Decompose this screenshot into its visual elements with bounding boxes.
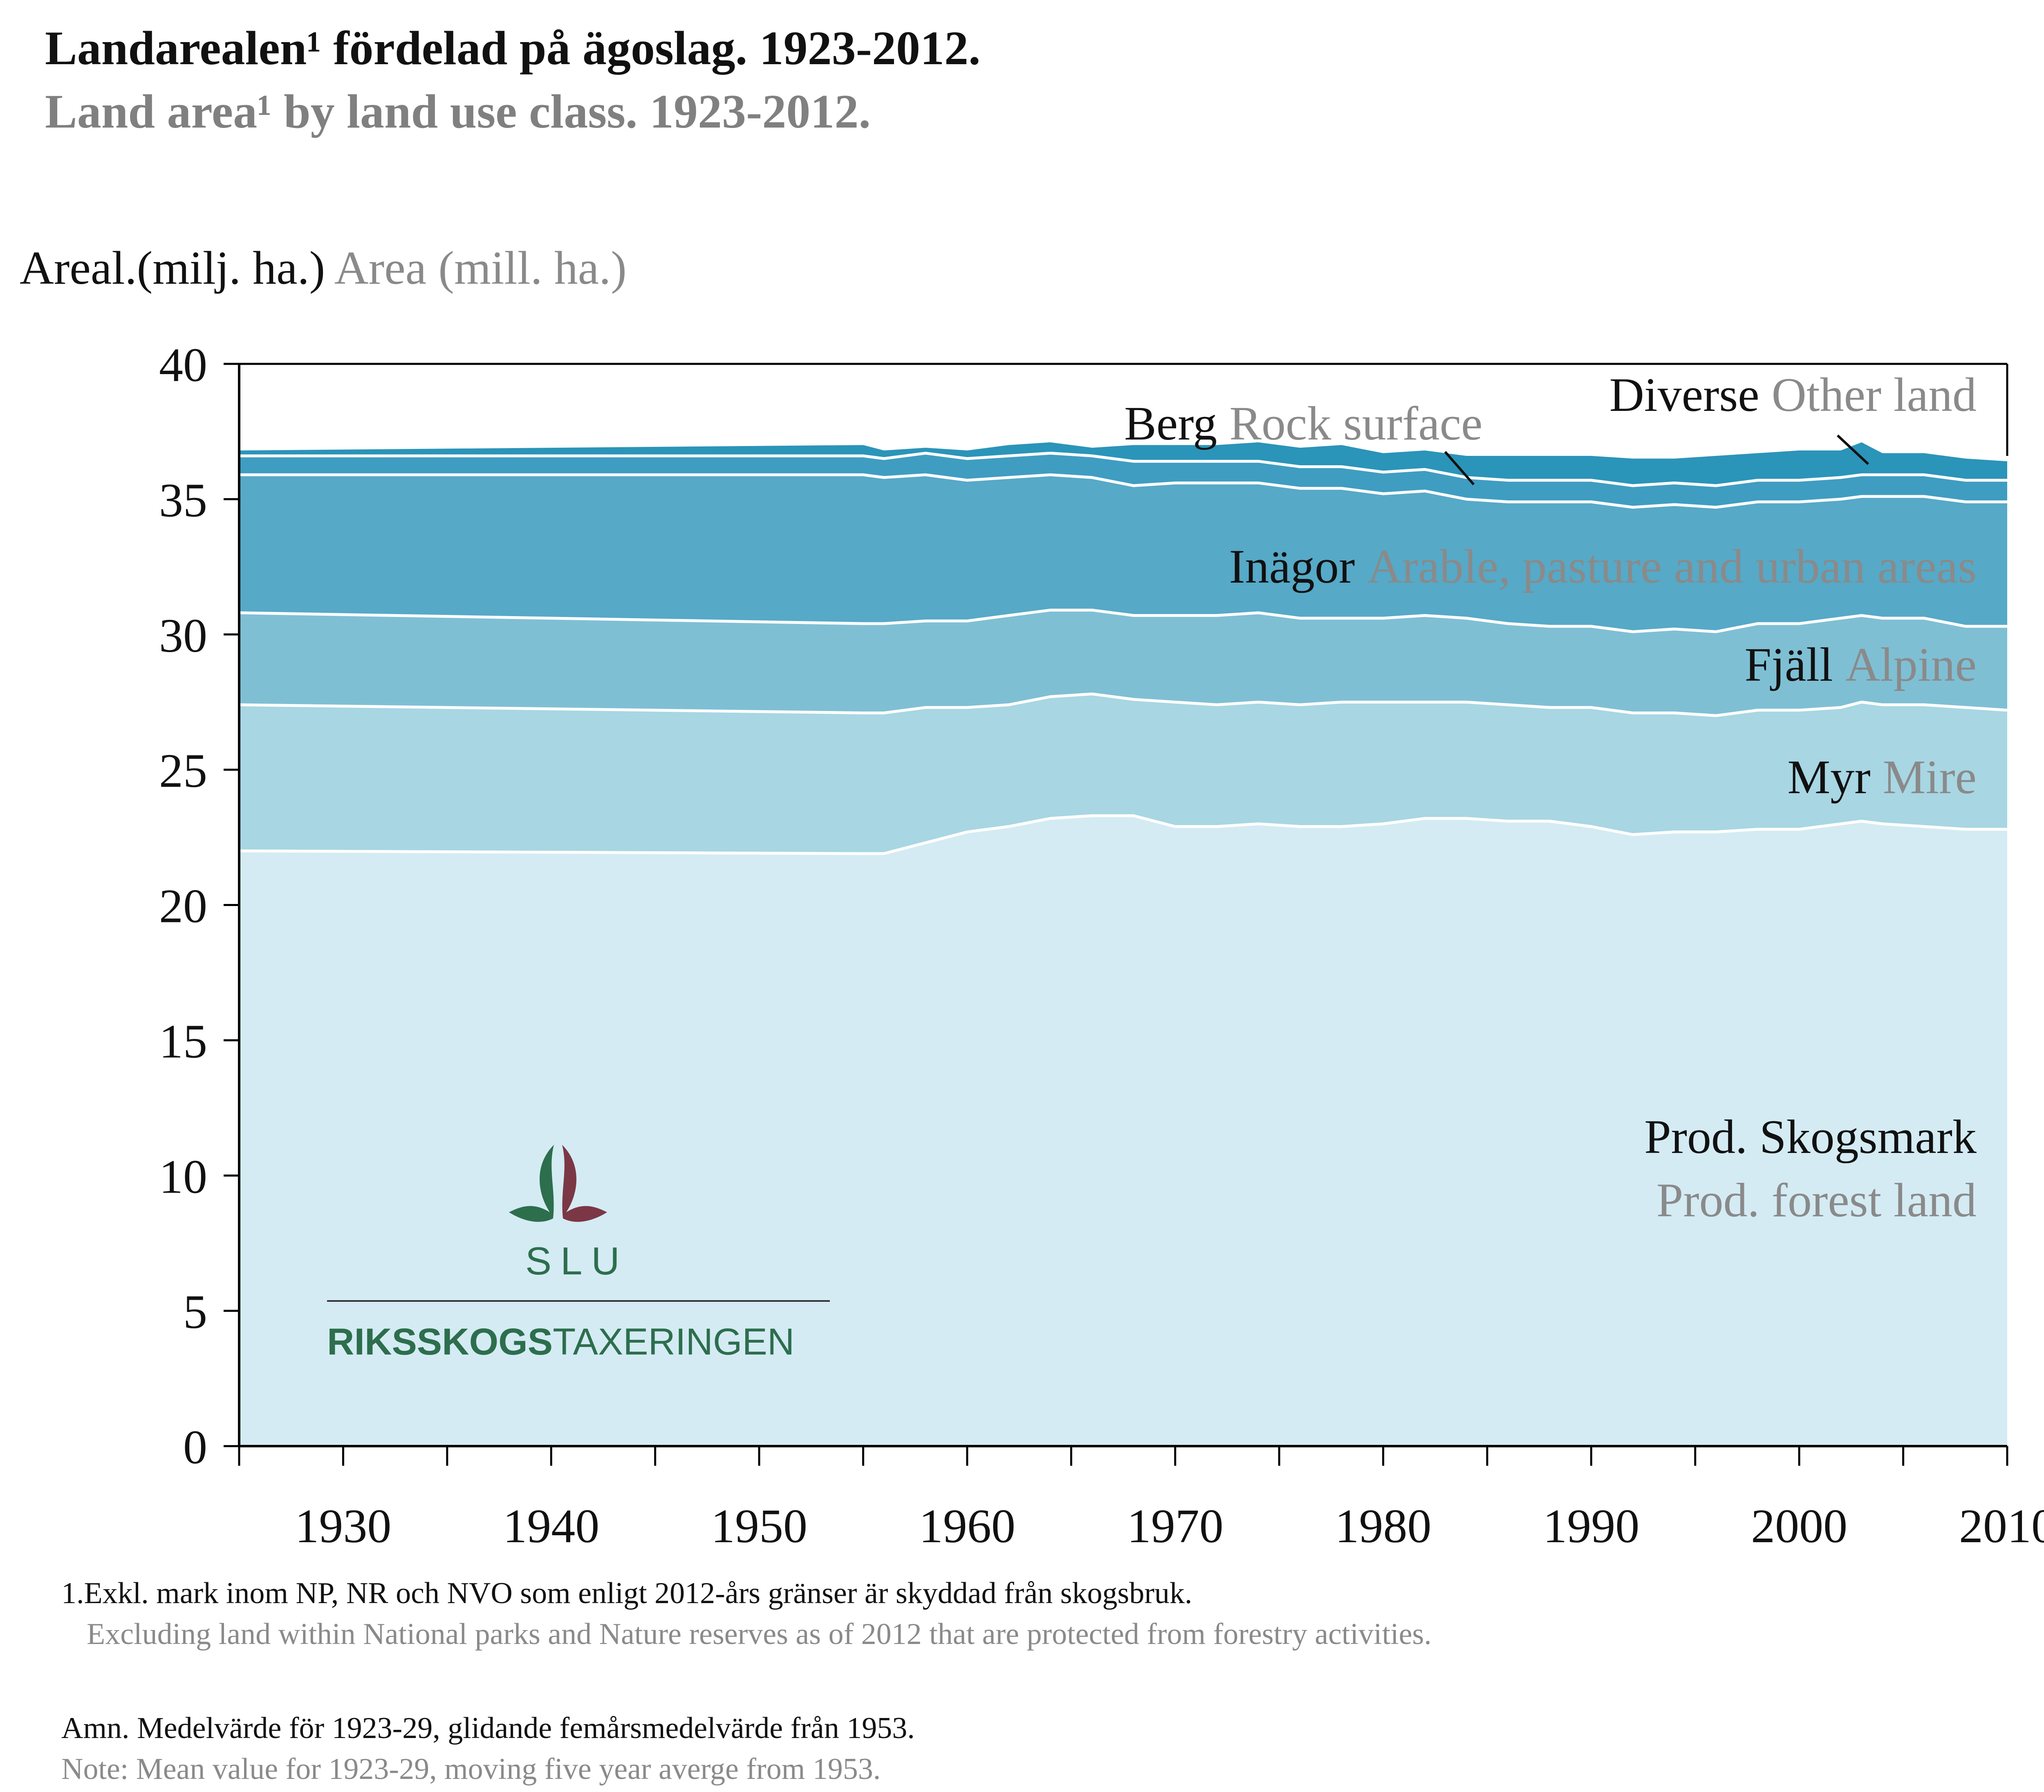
y-axis-unit-label: Areal.(milj. ha.) Area (mill. ha.) (20, 241, 627, 296)
y-tick-label: 5 (183, 1285, 207, 1339)
logo-name-regular: TAXERINGEN (553, 1321, 795, 1363)
boundary-rock (239, 451, 2007, 487)
boundary-alpine (239, 608, 2007, 633)
label-arable-en: Arable, pasture and urban areas (1367, 540, 1977, 593)
area-alpine (239, 610, 2007, 716)
label-mire-en: Mire (1883, 750, 1977, 804)
label-alpine: Fjäll Alpine (1744, 638, 1977, 691)
x-tick-label: 1970 (1127, 1499, 1224, 1553)
area-arable (239, 475, 2007, 632)
label-rock-sv: Berg (1124, 397, 1217, 450)
footnote-1-swedish: 1.Exkl. mark inom NP, NR och NVO som enl… (61, 1577, 1192, 1610)
x-tick-label: 1940 (503, 1499, 599, 1553)
slu-leaf-icon (509, 1145, 607, 1222)
x-tick-label: 2010 (1959, 1499, 2044, 1553)
chart-title-swedish: Landarealen¹ fördelad på ägoslag. 1923-2… (45, 21, 981, 75)
label-alpine-en: Alpine (1845, 638, 1977, 691)
label-forest-sv: Prod. Skogsmark (1644, 1110, 1977, 1164)
area-other (239, 442, 2007, 486)
y-tick-label: 10 (159, 1150, 207, 1203)
label-other-land: Diverse Other land (1609, 368, 1977, 422)
label-rock-en: Rock surface (1229, 397, 1482, 450)
stacked-area-chart: 0 5 10 15 20 25 30 35 40 1930 1940 1950 1960 1970 1980… (159, 338, 2044, 1553)
label-other-en: Other land (1772, 368, 1977, 422)
area-rock (239, 453, 2007, 507)
other-pointer-line (1836, 434, 1869, 465)
footnote-1-english: Excluding land within National parks and… (87, 1617, 1432, 1651)
label-alpine-sv: Fjäll (1744, 638, 1833, 691)
x-tick-label: 2000 (1751, 1499, 1847, 1553)
note-english: Note: Mean value for 1923-29, moving fiv… (61, 1752, 881, 1786)
y-tick-label: 20 (159, 879, 207, 933)
label-arable-sv: Inägor (1229, 540, 1355, 593)
slu-riksskogstaxeringen-logo: SLU RIKSSKOGSTAXERINGEN (327, 1141, 830, 1370)
boundary-lines (239, 451, 2008, 855)
x-tick-label: 1990 (1543, 1499, 1639, 1553)
y-unit-swedish: Areal.(milj. ha.) (20, 242, 325, 294)
y-tick-label: 35 (159, 473, 207, 527)
area-layers (239, 442, 2007, 1446)
y-tick-label: 15 (159, 1014, 207, 1068)
series-labels: Diverse Other land Berg Rock surface Inägo… (1124, 368, 1977, 1227)
logo-acronym: SLU (525, 1239, 629, 1283)
y-tick-label: 40 (159, 338, 207, 392)
chart-title-english: Land area¹ by land use class. 1923-2012. (45, 85, 871, 138)
label-forest-en: Prod. forest land (1656, 1173, 1977, 1227)
logo-wordmark: RIKSSKOGSTAXERINGEN (327, 1321, 794, 1364)
area-prod-forest (239, 816, 2007, 1446)
x-tick-label: 1950 (711, 1499, 807, 1553)
y-tick-label: 30 (159, 609, 207, 662)
label-mire-sv: Myr (1787, 750, 1870, 804)
area-mire (239, 694, 2007, 854)
x-tick-label: 1930 (295, 1499, 391, 1553)
boundary-mire (239, 692, 2008, 717)
y-tick-label: 25 (159, 744, 207, 798)
logo-divider (327, 1300, 830, 1302)
label-rock-surface: Berg Rock surface (1124, 397, 1482, 450)
boundary-prod-forest (239, 814, 2007, 855)
x-tick-label: 1960 (919, 1499, 1015, 1553)
note-swedish: Amn. Medelvärde för 1923-29, glidande fe… (61, 1711, 915, 1745)
boundary-arable (239, 473, 2007, 509)
y-tick-label: 0 (183, 1420, 207, 1474)
label-mire: Myr Mire (1787, 750, 1977, 804)
label-arable: Inägor Arable, pasture and urban areas (1229, 540, 1977, 593)
x-tick-label: 1980 (1335, 1499, 1432, 1553)
rock-pointer-line (1444, 451, 1475, 485)
axes: 0 5 10 15 20 25 30 35 40 1930 1940 1950 1960 1970 1980… (159, 338, 2044, 1553)
y-unit-english: Area (mill. ha.) (334, 242, 627, 294)
label-other-sv: Diverse (1609, 368, 1759, 422)
logo-name-bold: RIKSSKOGS (327, 1321, 553, 1363)
